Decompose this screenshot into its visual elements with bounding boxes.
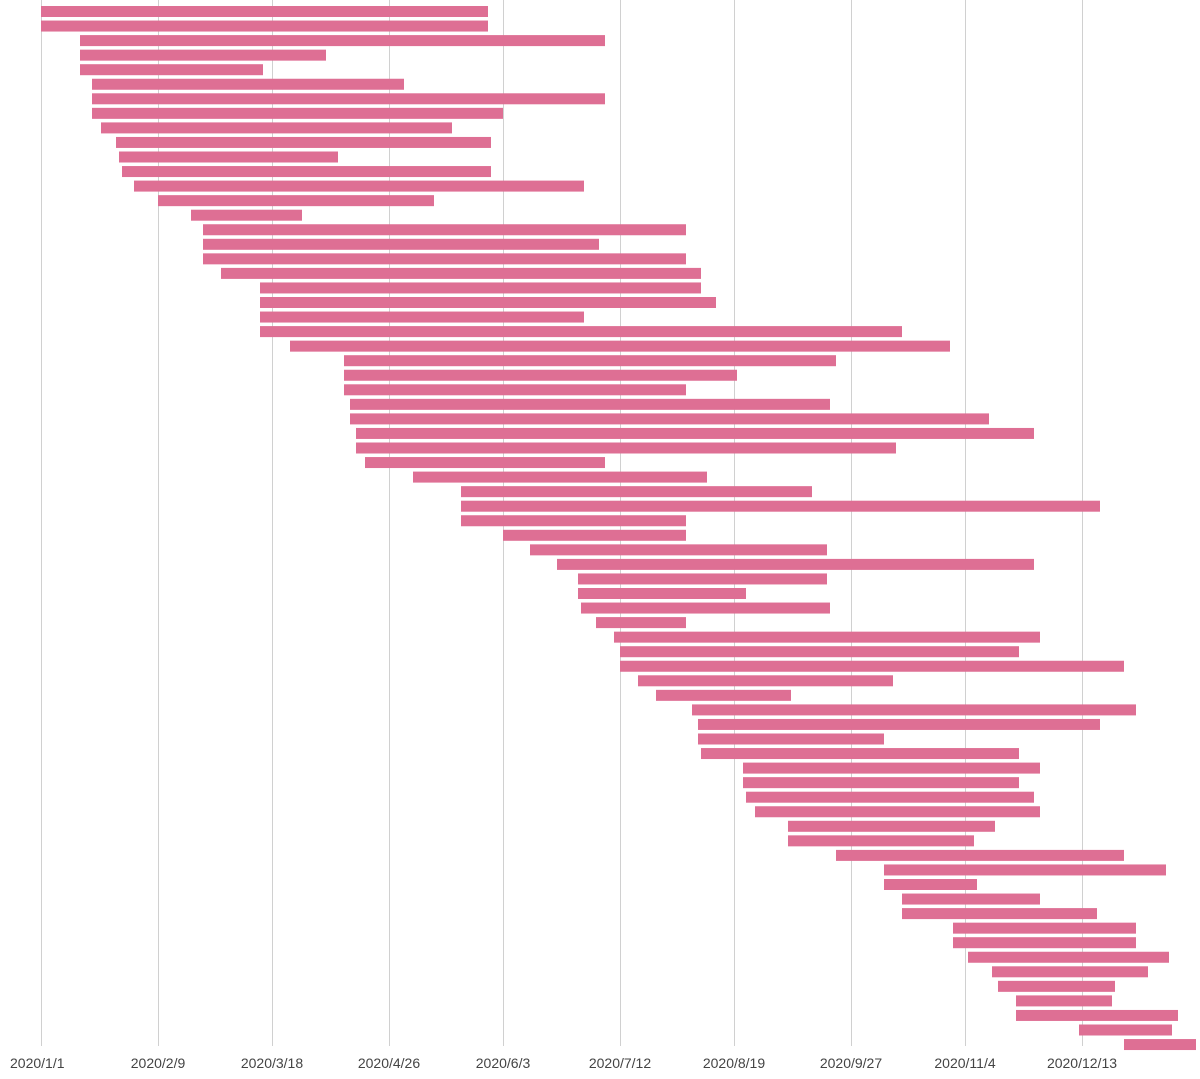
x-tick-label: 2020/9/27 bbox=[820, 1055, 882, 1071]
interval-bar bbox=[620, 660, 1124, 672]
interval-bar bbox=[413, 471, 707, 483]
interval-bar bbox=[344, 384, 686, 396]
x-axis-tick-labels: 2020/1/1 2020/2/9 2020/3/18 2020/4/26 2020/6… bbox=[10, 1055, 1117, 1071]
interval-bar bbox=[365, 457, 605, 469]
interval-bar bbox=[134, 180, 584, 192]
interval-bar bbox=[755, 806, 1040, 818]
interval-bar bbox=[902, 908, 1097, 920]
interval-bar bbox=[578, 588, 746, 599]
interval-bar bbox=[41, 6, 488, 17]
interval-bar bbox=[203, 238, 599, 250]
interval-bar bbox=[692, 704, 1136, 716]
x-tick-label: 2020/7/12 bbox=[589, 1055, 651, 1071]
x-tick-label: 2020/12/13 bbox=[1047, 1055, 1117, 1071]
interval-bar bbox=[350, 398, 830, 410]
interval-bar bbox=[461, 486, 812, 498]
interval-bar bbox=[788, 820, 995, 832]
interval-bar bbox=[344, 369, 737, 381]
interval-bar bbox=[116, 136, 491, 148]
interval-bar bbox=[746, 791, 1034, 803]
interval-bar bbox=[530, 544, 827, 556]
interval-bar bbox=[578, 573, 827, 585]
interval-bar bbox=[614, 631, 1040, 643]
interval-bar bbox=[998, 980, 1115, 992]
interval-bar bbox=[260, 326, 902, 338]
interval-bar bbox=[191, 209, 302, 221]
interval-bar bbox=[698, 718, 1100, 730]
interval-bar bbox=[596, 617, 686, 629]
interval-bar bbox=[344, 355, 836, 367]
x-tick-label: 2020/6/3 bbox=[476, 1055, 531, 1071]
interval-bar bbox=[350, 413, 989, 425]
interval-bar bbox=[260, 311, 584, 323]
interval-bar bbox=[101, 122, 452, 134]
interval-bar bbox=[260, 297, 716, 308]
interval-bar bbox=[80, 49, 326, 61]
interval-bar bbox=[557, 558, 1034, 570]
interval-bar bbox=[1124, 1039, 1196, 1051]
interval-bar bbox=[968, 951, 1169, 963]
interval-bar bbox=[656, 689, 791, 701]
interval-bar bbox=[701, 748, 1019, 760]
interval-bar bbox=[788, 835, 974, 847]
interval-bar bbox=[122, 166, 491, 178]
interval-bar bbox=[80, 64, 263, 76]
interval-bar bbox=[884, 864, 1166, 876]
interval-bar bbox=[1016, 1009, 1178, 1021]
interval-bar bbox=[1016, 995, 1112, 1007]
interval-bar bbox=[356, 427, 1034, 439]
interval-bar bbox=[158, 195, 434, 207]
interval-bar bbox=[953, 937, 1136, 949]
interval-bar bbox=[461, 515, 686, 527]
interval-bar bbox=[581, 602, 830, 614]
interval-bar bbox=[41, 20, 488, 32]
interval-bar bbox=[836, 849, 1124, 861]
x-tick-label: 2020/8/19 bbox=[703, 1055, 765, 1071]
interval-bar bbox=[461, 500, 1100, 512]
interval-bar bbox=[92, 93, 605, 105]
interval-bar bbox=[260, 282, 701, 294]
interval-bar bbox=[620, 646, 1019, 658]
interval-bar bbox=[953, 922, 1136, 934]
x-tick-label: 2020/4/26 bbox=[358, 1055, 420, 1071]
interval-bar bbox=[992, 966, 1148, 978]
interval-bar bbox=[503, 529, 686, 541]
interval-bar bbox=[203, 253, 686, 265]
interval-bar bbox=[92, 78, 404, 90]
interval-bar bbox=[902, 893, 1040, 905]
x-tick-label: 2020/11/4 bbox=[934, 1055, 995, 1071]
x-tick-label: 2020/3/18 bbox=[241, 1055, 303, 1071]
x-tick-label: 2020/2/9 bbox=[131, 1055, 186, 1071]
interval-bar bbox=[743, 762, 1040, 774]
interval-bars bbox=[41, 6, 1196, 1051]
interval-bar bbox=[203, 224, 686, 236]
interval-bar bbox=[638, 675, 893, 687]
interval-bar bbox=[356, 442, 896, 454]
interval-bar bbox=[119, 151, 338, 163]
interval-bar bbox=[290, 340, 950, 352]
interval-bar bbox=[92, 107, 503, 119]
interval-bar bbox=[743, 777, 1019, 789]
interval-bar bbox=[698, 733, 884, 745]
interval-bar bbox=[221, 267, 701, 279]
interval-bar bbox=[80, 35, 605, 47]
x-tick-label: 2020/1/1 bbox=[10, 1055, 65, 1071]
interval-bar bbox=[1079, 1024, 1172, 1036]
interval-bar bbox=[884, 879, 977, 890]
